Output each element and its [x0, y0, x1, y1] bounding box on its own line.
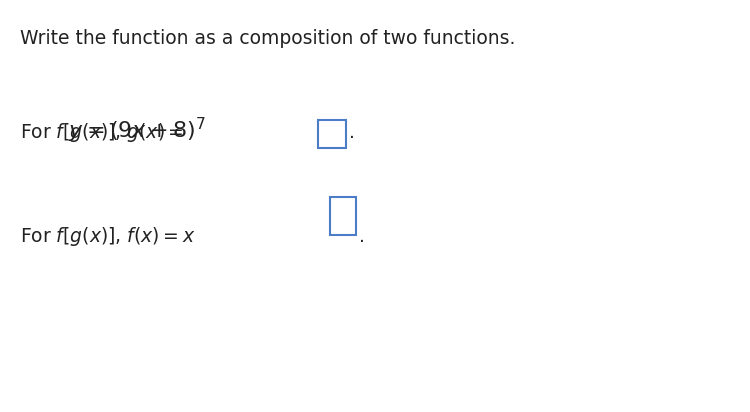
- Text: .: .: [349, 122, 355, 141]
- Text: $y = (9x + 8)^7$: $y = (9x + 8)^7$: [68, 115, 206, 145]
- Text: .: .: [359, 227, 364, 246]
- Bar: [330, 197, 356, 235]
- Bar: [318, 120, 346, 148]
- Text: Write the function as a composition of two functions.: Write the function as a composition of t…: [20, 29, 516, 48]
- Text: For $f[g(x)]$, $f(x) = x$: For $f[g(x)]$, $f(x) = x$: [20, 225, 196, 248]
- Text: For $f[g(x)]$, $g(x) =$: For $f[g(x)]$, $g(x) =$: [20, 120, 184, 143]
